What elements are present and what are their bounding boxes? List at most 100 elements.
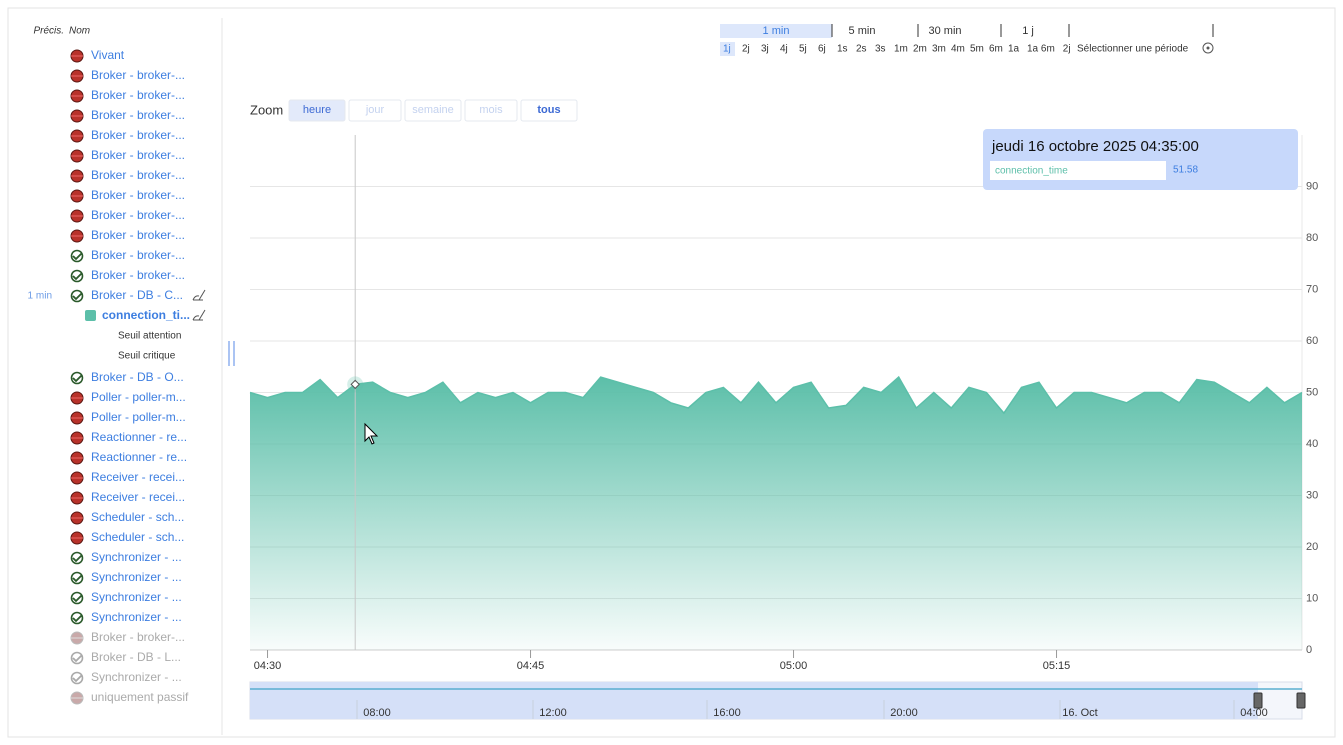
resolution-active (720, 24, 832, 38)
range-option[interactable]: 5m (970, 44, 984, 55)
item-label[interactable]: connection_ti... (102, 308, 190, 322)
range-option[interactable]: 3s (875, 44, 886, 55)
item-label[interactable]: Broker - broker-... (91, 88, 185, 102)
item-label[interactable]: Broker - broker-... (91, 128, 185, 142)
status-ok-icon (70, 651, 84, 665)
item-label[interactable]: Scheduler - sch... (91, 530, 184, 544)
item-label[interactable]: Synchronizer - ... (91, 570, 182, 584)
range-option[interactable]: 4j (780, 44, 788, 55)
item-label[interactable]: Broker - broker-... (91, 108, 185, 122)
resolution-option[interactable]: 1 j (1022, 25, 1034, 37)
item-label[interactable]: Broker - DB - O... (91, 370, 184, 384)
status-ok-check (72, 252, 83, 261)
zoom-button (464, 99, 518, 122)
status-ok-check (72, 292, 83, 301)
y-tick-label: 60 (1306, 335, 1318, 347)
zoom-button-label: mois (479, 104, 503, 116)
item-label[interactable]: Broker - broker-... (91, 268, 185, 282)
item-label[interactable]: Receiver - recei... (91, 470, 185, 484)
y-tick-label: 50 (1306, 386, 1318, 398)
range-option[interactable]: 3m (932, 44, 946, 55)
range-option[interactable]: 2j (742, 44, 750, 55)
range-option[interactable]: 2s (856, 44, 867, 55)
x-tick-label: 05:00 (780, 660, 808, 672)
item-label[interactable]: Broker - broker-... (91, 168, 185, 182)
x-tick-label: 05:15 (1043, 660, 1071, 672)
range-option[interactable]: 2m (913, 44, 927, 55)
status-ok-icon (70, 671, 84, 685)
zoom-label: Zoom (250, 102, 283, 117)
header-precision: Précis. (33, 26, 64, 37)
status-ok-icon (70, 611, 84, 625)
item-label[interactable]: Broker - DB - L... (91, 650, 181, 664)
status-ok-check (72, 574, 83, 583)
range-option[interactable]: 1m (894, 44, 908, 55)
item-label[interactable]: Broker - broker-... (91, 68, 185, 82)
status-ok-check (72, 654, 83, 663)
item-label[interactable]: Vivant (91, 48, 125, 62)
range-option[interactable]: 6m (989, 44, 1003, 55)
status-ok-icon (70, 249, 84, 263)
navigator-handle[interactable] (1296, 692, 1306, 709)
zoom-button[interactable] (520, 99, 578, 122)
item-label[interactable]: Synchronizer - ... (91, 610, 182, 624)
range-option[interactable]: 1a (1008, 44, 1020, 55)
frame (7, 7, 1336, 738)
range-option[interactable]: 1s (837, 44, 848, 55)
settings-icon-dot (1206, 46, 1210, 50)
range-option[interactable]: 1a 6m (1027, 44, 1055, 55)
x-tick-label: 04:30 (254, 660, 282, 672)
status-ok-check (72, 674, 83, 683)
tooltip-value: 51.58 (1173, 165, 1198, 176)
status-ok-check (72, 554, 83, 563)
zoom-button (404, 99, 462, 122)
item-label[interactable]: Synchronizer - ... (91, 550, 182, 564)
broom-icon[interactable] (192, 309, 206, 321)
item-label[interactable]: Synchronizer - ... (91, 670, 182, 684)
item-label[interactable]: Broker - broker-... (91, 630, 185, 644)
resolution-option[interactable]: 5 min (849, 25, 876, 37)
range-option[interactable]: 1j (723, 44, 731, 55)
range-option[interactable]: 2j (1063, 44, 1071, 55)
range-option[interactable]: 3j (761, 44, 769, 55)
item-label[interactable]: Reactionner - re... (91, 430, 187, 444)
status-ok-check (72, 272, 83, 281)
x-tick-label: 04:45 (517, 660, 545, 672)
item-label[interactable]: Broker - DB - C... (91, 288, 183, 302)
range-option[interactable]: 4m (951, 44, 965, 55)
zoom-button-label: jour (365, 104, 385, 116)
header-name: Nom (69, 26, 90, 37)
resolution-option[interactable]: 1 min (763, 25, 790, 37)
item-label[interactable]: Broker - broker-... (91, 188, 185, 202)
item-label[interactable]: Reactionner - re... (91, 450, 187, 464)
range-option[interactable]: 5j (799, 44, 807, 55)
status-ok-check (72, 614, 83, 623)
item-label[interactable]: Poller - poller-m... (91, 410, 186, 424)
settings-icon[interactable] (1202, 42, 1214, 54)
item-label[interactable]: Broker - broker-... (91, 208, 185, 222)
item-label[interactable]: Broker - broker-... (91, 248, 185, 262)
threshold-label: Seuil attention (118, 331, 181, 342)
item-label[interactable]: Broker - broker-... (91, 148, 185, 162)
resolution-option[interactable]: 30 min (928, 25, 961, 37)
range-option[interactable]: 6j (818, 44, 826, 55)
y-tick-label: 90 (1306, 180, 1318, 192)
zoom-button[interactable] (288, 99, 346, 122)
broom-icon[interactable] (192, 289, 206, 301)
navigator-label: 16. Oct (1062, 707, 1097, 719)
navigator-selection[interactable] (250, 682, 1258, 719)
navigator-handle[interactable] (1253, 692, 1263, 709)
item-label[interactable]: Scheduler - sch... (91, 510, 184, 524)
item-label[interactable]: Receiver - recei... (91, 490, 185, 504)
status-ok-check (72, 374, 83, 383)
period-select[interactable]: Sélectionner une période (1077, 44, 1189, 55)
tooltip-title: jeudi 16 octobre 2025 04:35:00 (991, 138, 1199, 155)
item-label[interactable]: Synchronizer - ... (91, 590, 182, 604)
item-label[interactable]: uniquement passif (91, 690, 189, 704)
navigator-label: 20:00 (890, 707, 918, 719)
item-label[interactable]: Poller - poller-m... (91, 390, 186, 404)
zoom-button (348, 99, 402, 122)
y-tick-label: 0 (1306, 644, 1312, 656)
navigator-label: 04:00 (1240, 707, 1268, 719)
item-label[interactable]: Broker - broker-... (91, 228, 185, 242)
